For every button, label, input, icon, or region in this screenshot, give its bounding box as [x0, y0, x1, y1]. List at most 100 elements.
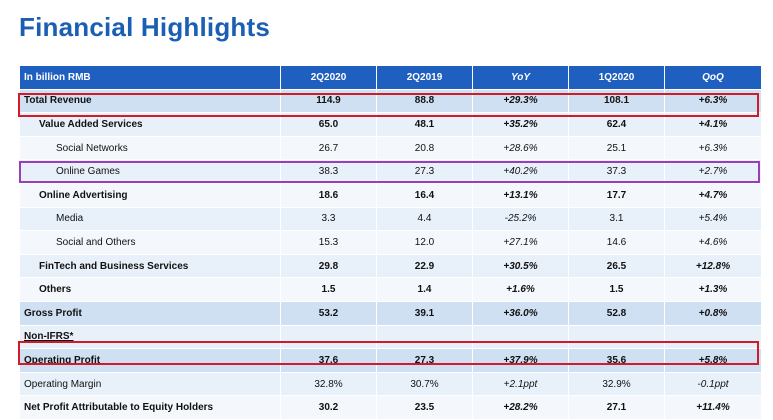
cell-value: 48.1: [376, 112, 473, 137]
cell-value: 16.4: [376, 182, 473, 208]
cell-value: +30.5%: [472, 253, 569, 279]
cell-value: 25.1: [568, 135, 665, 161]
cell-value: 18.6: [280, 182, 377, 208]
header-qoq: QoQ: [664, 65, 762, 90]
cell-value: [472, 324, 569, 350]
cell-value: +4.1%: [664, 112, 762, 137]
cell-value: 27.3: [376, 348, 473, 373]
row-label: Others: [19, 277, 281, 302]
cell-value: [280, 324, 377, 350]
page-title: Financial Highlights: [19, 12, 271, 42]
table-row: Non-IFRS*: [19, 324, 762, 350]
cell-value: [664, 324, 762, 350]
row-label: Operating Profit: [19, 348, 281, 373]
cell-value: 30.7%: [376, 371, 473, 397]
row-label: FinTech and Business Services: [19, 253, 281, 279]
financial-table: In billion RMB 2Q2020 2Q2019 YoY 1Q2020 …: [19, 65, 762, 420]
row-label: Media: [19, 206, 281, 232]
row-label: Social Networks: [19, 135, 281, 161]
cell-value: +4.7%: [664, 182, 762, 208]
cell-value: 17.7: [568, 182, 665, 208]
cell-value: 22.9: [376, 253, 473, 279]
cell-value: 65.0: [280, 112, 377, 137]
cell-value: +4.6%: [664, 230, 762, 255]
cell-value: 32.8%: [280, 371, 377, 397]
cell-value: +1.3%: [664, 277, 762, 302]
cell-value: +5.8%: [664, 348, 762, 373]
table-row: Online Games 38.3 27.3 +40.2% 37.3 +2.7%: [19, 159, 762, 184]
cell-value: 12.0: [376, 230, 473, 255]
cell-value: 27.1: [568, 395, 665, 420]
cell-value: -25.2%: [472, 206, 569, 232]
cell-value: 53.2: [280, 300, 377, 326]
row-label: Total Revenue: [19, 88, 281, 114]
cell-value: 29.8: [280, 253, 377, 279]
table-row: Others 1.5 1.4 +1.6% 1.5 +1.3%: [19, 277, 762, 302]
cell-value: +37.9%: [472, 348, 569, 373]
cell-value: 37.3: [568, 159, 665, 184]
row-label: Net Profit Attributable to Equity Holder…: [19, 395, 281, 420]
table-row: Social and Others 15.3 12.0 +27.1% 14.6 …: [19, 230, 762, 255]
cell-value: +13.1%: [472, 182, 569, 208]
table-row: Operating Margin 32.8% 30.7% +2.1ppt 32.…: [19, 371, 762, 397]
header-label: In billion RMB: [19, 65, 281, 90]
cell-value: 114.9: [280, 88, 377, 114]
cell-value: +5.4%: [664, 206, 762, 232]
cell-value: 23.5: [376, 395, 473, 420]
table-row: FinTech and Business Services 29.8 22.9 …: [19, 253, 762, 279]
cell-value: +35.2%: [472, 112, 569, 137]
cell-value: 26.5: [568, 253, 665, 279]
header-yoy: YoY: [472, 65, 569, 90]
cell-value: 52.8: [568, 300, 665, 326]
cell-value: 30.2: [280, 395, 377, 420]
cell-value: +36.0%: [472, 300, 569, 326]
cell-value: 39.1: [376, 300, 473, 326]
cell-value: 27.3: [376, 159, 473, 184]
cell-value: 108.1: [568, 88, 665, 114]
cell-value: +0.8%: [664, 300, 762, 326]
cell-value: 38.3: [280, 159, 377, 184]
cell-value: 62.4: [568, 112, 665, 137]
cell-value: 3.1: [568, 206, 665, 232]
cell-value: 3.3: [280, 206, 377, 232]
row-label: Value Added Services: [19, 112, 281, 137]
cell-value: +12.8%: [664, 253, 762, 279]
cell-value: 37.6: [280, 348, 377, 373]
row-label: Online Advertising: [19, 182, 281, 208]
table-row: Social Networks 26.7 20.8 +28.6% 25.1 +6…: [19, 135, 762, 161]
cell-value: +6.3%: [664, 88, 762, 114]
header-2q2019: 2Q2019: [376, 65, 473, 90]
table-row: Media 3.3 4.4 -25.2% 3.1 +5.4%: [19, 206, 762, 232]
cell-value: 26.7: [280, 135, 377, 161]
cell-value: 20.8: [376, 135, 473, 161]
cell-value: 1.4: [376, 277, 473, 302]
cell-value: 4.4: [376, 206, 473, 232]
table-row: Total Revenue 114.9 88.8 +29.3% 108.1 +6…: [19, 88, 762, 114]
table-header-row: In billion RMB 2Q2020 2Q2019 YoY 1Q2020 …: [19, 65, 762, 90]
cell-value: +2.7%: [664, 159, 762, 184]
cell-value: [568, 324, 665, 350]
row-label: Gross Profit: [19, 300, 281, 326]
cell-value: 15.3: [280, 230, 377, 255]
cell-value: 32.9%: [568, 371, 665, 397]
table-row: Online Advertising 18.6 16.4 +13.1% 17.7…: [19, 182, 762, 208]
cell-value: +2.1ppt: [472, 371, 569, 397]
row-label: Social and Others: [19, 230, 281, 255]
cell-value: +40.2%: [472, 159, 569, 184]
cell-value: 14.6: [568, 230, 665, 255]
cell-value: 88.8: [376, 88, 473, 114]
cell-value: +11.4%: [664, 395, 762, 420]
row-label: Online Games: [19, 159, 281, 184]
cell-value: 1.5: [280, 277, 377, 302]
table-row: Net Profit Attributable to Equity Holder…: [19, 395, 762, 420]
cell-value: +28.2%: [472, 395, 569, 420]
cell-value: +28.6%: [472, 135, 569, 161]
row-label: Operating Margin: [19, 371, 281, 397]
table-row: Value Added Services 65.0 48.1 +35.2% 62…: [19, 112, 762, 137]
cell-value: -0.1ppt: [664, 371, 762, 397]
header-1q2020: 1Q2020: [568, 65, 665, 90]
cell-value: +27.1%: [472, 230, 569, 255]
table-row: Gross Profit 53.2 39.1 +36.0% 52.8 +0.8%: [19, 300, 762, 326]
cell-value: +1.6%: [472, 277, 569, 302]
cell-value: [376, 324, 473, 350]
